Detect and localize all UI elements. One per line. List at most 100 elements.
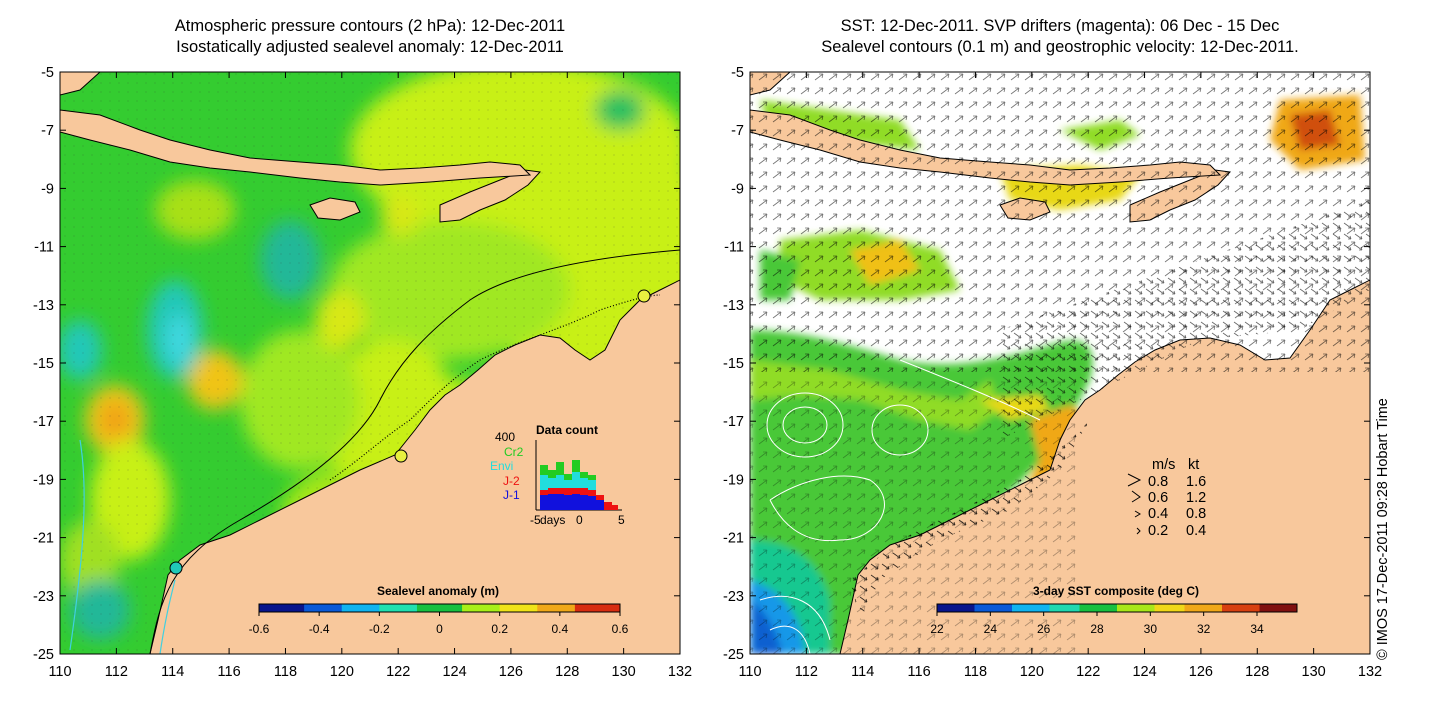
colorbar-bin (409, 604, 418, 612)
colorbar-bin (477, 604, 486, 612)
velocity-legend-kt-header: kt (1188, 457, 1199, 473)
x-tick-label: 132 (668, 664, 692, 680)
legend-envi: Envi (490, 459, 513, 473)
colorbar-bin (319, 604, 328, 612)
colorbar-bin (454, 604, 463, 612)
colorbar-tick-label: 0 (436, 622, 443, 636)
data-count-max: 400 (495, 430, 515, 444)
legend-j1: J-1 (503, 488, 520, 502)
left-colorbar-title: Sealevel anomaly (m) (377, 584, 499, 598)
velocity-kt-value: 1.2 (1186, 490, 1206, 506)
data-count-tick: days (540, 513, 565, 527)
y-tick-label: -13 (723, 298, 744, 314)
x-tick-label: 128 (1245, 664, 1269, 680)
colorbar-bin (416, 604, 425, 612)
y-tick-label: -15 (33, 356, 54, 372)
colorbar-bin (1147, 604, 1155, 612)
colorbar-bin (952, 604, 960, 612)
colorbar-tick-label: 32 (1197, 622, 1211, 636)
colorbar-bin (379, 604, 388, 612)
velocity-ms-value: 0.2 (1148, 523, 1168, 539)
colorbar-tick-label: 24 (984, 622, 998, 636)
colorbar-bin (1072, 604, 1080, 612)
colorbar-bin (612, 604, 621, 612)
colorbar-bin (1192, 604, 1200, 612)
colorbar-bin (1184, 604, 1193, 612)
x-tick-label: 126 (1189, 664, 1213, 680)
colorbar-bin (1117, 604, 1125, 612)
velocity-ms-value: 0.6 (1148, 490, 1168, 506)
colorbar-bin (424, 604, 433, 612)
colorbar-bin (304, 604, 313, 612)
left-title-line1: Atmospheric pressure contours (2 hPa): 1… (174, 17, 566, 35)
y-tick-label: -15 (723, 356, 744, 372)
colorbar-bin (431, 604, 440, 612)
sumba-island (309, 197, 361, 221)
y-tick-label: -7 (41, 123, 54, 139)
colorbar-bin (989, 604, 998, 612)
colorbar-bin (559, 604, 568, 612)
colorbar-bin (982, 604, 990, 612)
right-y-axis: -5 -7 -9 -11 -13 -15 -17 -19 -21 -23 -25 (723, 65, 1370, 663)
x-tick-label: 110 (738, 664, 761, 680)
x-tick-label: 112 (795, 664, 818, 680)
colorbar-bin (499, 604, 508, 612)
geostrophic-velocity-arrows (1000, 200, 1370, 440)
x-tick-label: 114 (161, 664, 184, 680)
colorbar-bin (1199, 604, 1208, 612)
x-tick-label: 114 (851, 664, 874, 680)
left-title-line2: Isostatically adjusted sealevel anomaly:… (176, 38, 564, 56)
colorbar-bin (944, 604, 953, 612)
colorbar-bin (537, 604, 546, 612)
colorbar-bin (529, 604, 538, 612)
colorbar-bin (1087, 604, 1095, 612)
legend-j2: J-2 (503, 474, 520, 488)
x-tick-label: 130 (612, 664, 636, 680)
right-map (750, 72, 1370, 654)
y-tick-label: -19 (723, 472, 744, 488)
arrow-0.6-icon (1131, 490, 1141, 503)
colorbar-bin (1057, 604, 1065, 612)
right-map-title: SST: 12-Dec-2011. SVP drifters (magenta)… (750, 16, 1370, 58)
x-tick-label: 124 (442, 664, 466, 680)
colorbar-bin (364, 604, 373, 612)
colorbar-bin (1094, 604, 1103, 612)
colorbar-bin (1034, 604, 1043, 612)
colorbar-bin (507, 604, 516, 612)
colorbar-bin (1267, 604, 1275, 612)
colorbar-tick-label: -0.2 (369, 622, 390, 636)
colorbar-bin (1237, 604, 1245, 612)
colorbar-bin (401, 604, 410, 612)
y-tick-label: -13 (33, 298, 54, 314)
cyan-contour (69, 439, 176, 654)
data-count-tick: -5 (530, 513, 541, 527)
x-tick-label: 118 (964, 664, 987, 680)
colorbar-bin (1049, 604, 1058, 612)
australia-landmass (149, 279, 680, 654)
colorbar-bin (589, 604, 598, 612)
x-tick-label: 122 (1076, 664, 1100, 680)
data-count-tick: 0 (576, 513, 583, 527)
imos-credit: © IMOS 17-Dec-2011 09:28 Hobart Time (1375, 398, 1391, 660)
tide-gauge-marker (394, 449, 408, 463)
x-tick-label: 116 (218, 664, 241, 680)
colorbar-bin (937, 604, 945, 612)
colorbar-bin (492, 604, 501, 612)
x-tick-label: 120 (1020, 664, 1044, 680)
colorbar-bin (469, 604, 478, 612)
colorbar-bin (1154, 604, 1163, 612)
colorbar-bin (1229, 604, 1238, 612)
colorbar-bin (1177, 604, 1185, 612)
colorbar-bin (1027, 604, 1035, 612)
colorbar-bin (386, 604, 395, 612)
colorbar-bin (1274, 604, 1283, 612)
bathymetry-contour (149, 249, 680, 654)
colorbar-bin (1004, 604, 1013, 612)
colorbar-bin (341, 604, 350, 612)
colorbar-bin (552, 604, 561, 612)
colorbar-bin (1207, 604, 1215, 612)
left-x-axis: 110 112 114 116 118 120 122 124 126 128 130 132 (48, 72, 692, 680)
data-count-title: Data count (536, 423, 598, 437)
x-tick-label: 116 (908, 664, 931, 680)
colorbar-bin (974, 604, 983, 612)
